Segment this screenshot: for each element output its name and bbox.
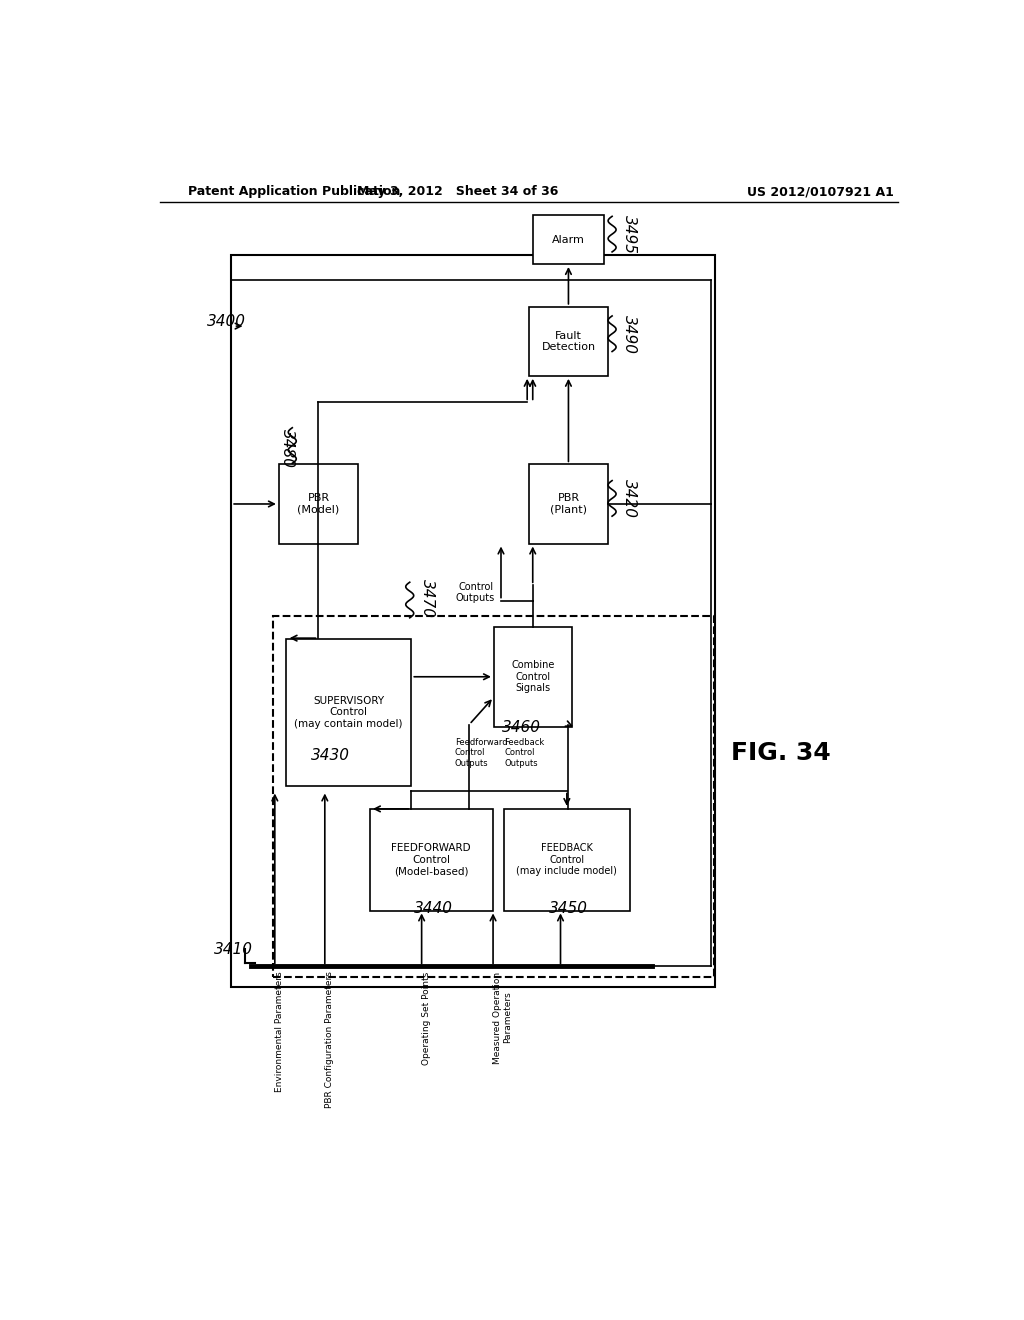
FancyBboxPatch shape: [279, 465, 358, 544]
Text: US 2012/0107921 A1: US 2012/0107921 A1: [748, 185, 894, 198]
Text: 3495: 3495: [623, 215, 637, 253]
FancyBboxPatch shape: [504, 809, 630, 911]
Text: FEEDFORWARD
Control
(Model-based): FEEDFORWARD Control (Model-based): [391, 843, 471, 876]
Text: 3440: 3440: [414, 902, 453, 916]
FancyBboxPatch shape: [532, 215, 604, 264]
Text: Control
Outputs: Control Outputs: [456, 582, 496, 603]
Text: Combine
Control
Signals: Combine Control Signals: [511, 660, 554, 693]
Text: SUPERVISORY
Control
(may contain model): SUPERVISORY Control (may contain model): [294, 696, 402, 729]
FancyBboxPatch shape: [494, 627, 571, 726]
Text: PBR
(Plant): PBR (Plant): [550, 494, 587, 515]
Text: 3460: 3460: [502, 721, 541, 735]
FancyBboxPatch shape: [286, 639, 412, 785]
Text: Patent Application Publication: Patent Application Publication: [187, 185, 400, 198]
Text: FEEDBACK
Control
(may include model): FEEDBACK Control (may include model): [516, 843, 617, 876]
Text: FIG. 34: FIG. 34: [731, 741, 830, 766]
FancyBboxPatch shape: [528, 306, 608, 376]
Text: Alarm: Alarm: [552, 235, 585, 244]
Text: PBR Configuration Parameters: PBR Configuration Parameters: [325, 972, 334, 1109]
Text: 3490: 3490: [623, 314, 637, 354]
Text: Measured Operation
Parameters: Measured Operation Parameters: [494, 972, 512, 1064]
Text: 3430: 3430: [310, 747, 349, 763]
Text: Feedback
Control
Outputs: Feedback Control Outputs: [504, 738, 545, 768]
Text: Fault
Detection: Fault Detection: [542, 330, 596, 352]
Text: Operating Set Points: Operating Set Points: [422, 972, 431, 1065]
Text: 3410: 3410: [214, 941, 253, 957]
Text: PBR
(Model): PBR (Model): [297, 494, 340, 515]
Text: Environmental Parameters: Environmental Parameters: [274, 972, 284, 1092]
Text: Feedforward
Control
Outputs: Feedforward Control Outputs: [455, 738, 508, 768]
Text: 3480: 3480: [281, 429, 295, 467]
FancyBboxPatch shape: [370, 809, 493, 911]
Text: 3450: 3450: [549, 902, 588, 916]
Text: May 3, 2012   Sheet 34 of 36: May 3, 2012 Sheet 34 of 36: [356, 185, 558, 198]
Text: 3420: 3420: [623, 479, 637, 519]
Text: 3470: 3470: [420, 578, 435, 618]
FancyBboxPatch shape: [528, 465, 608, 544]
Text: 3400: 3400: [207, 314, 247, 329]
